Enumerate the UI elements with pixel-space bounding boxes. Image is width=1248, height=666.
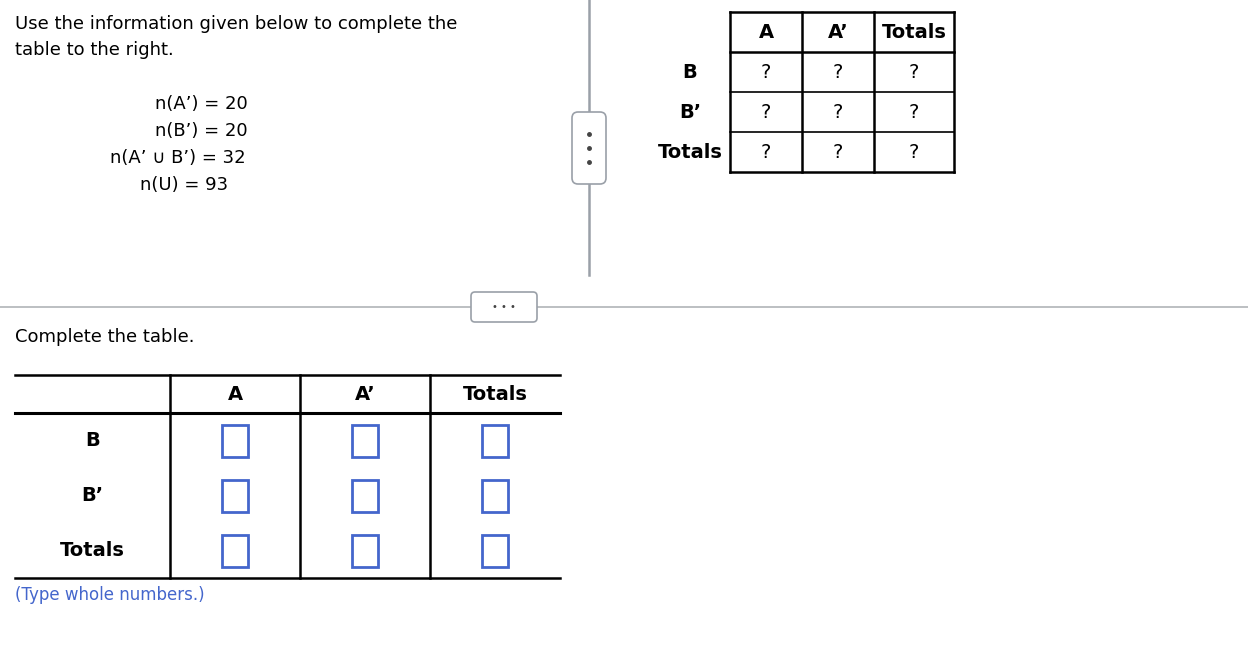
Text: n(U) = 93: n(U) = 93 xyxy=(140,176,228,194)
Bar xyxy=(222,424,248,456)
Text: Complete the table.: Complete the table. xyxy=(15,328,195,346)
Text: Totals: Totals xyxy=(60,541,125,560)
Text: A: A xyxy=(759,23,774,41)
Text: n(A’) = 20: n(A’) = 20 xyxy=(155,95,248,113)
Text: Totals: Totals xyxy=(463,384,528,404)
Text: (Type whole numbers.): (Type whole numbers.) xyxy=(15,586,205,604)
Bar xyxy=(352,480,378,511)
Bar xyxy=(482,535,508,567)
Text: ?: ? xyxy=(832,103,844,121)
Text: ?: ? xyxy=(761,143,771,161)
Text: ?: ? xyxy=(832,143,844,161)
Text: B’: B’ xyxy=(81,486,104,505)
Text: Totals: Totals xyxy=(881,23,946,41)
Text: B’: B’ xyxy=(679,103,701,121)
Text: A’: A’ xyxy=(354,384,376,404)
Bar xyxy=(222,480,248,511)
Bar xyxy=(482,424,508,456)
Bar xyxy=(482,480,508,511)
Text: ?: ? xyxy=(832,63,844,81)
Text: n(B’) = 20: n(B’) = 20 xyxy=(155,122,247,140)
Text: ?: ? xyxy=(909,63,920,81)
FancyBboxPatch shape xyxy=(572,112,607,184)
Text: Totals: Totals xyxy=(658,143,723,161)
Text: ?: ? xyxy=(909,103,920,121)
Bar xyxy=(352,424,378,456)
Text: B: B xyxy=(85,431,100,450)
Text: A’: A’ xyxy=(827,23,849,41)
FancyBboxPatch shape xyxy=(470,292,537,322)
Text: B: B xyxy=(683,63,698,81)
Text: • • •: • • • xyxy=(492,302,515,312)
Text: ?: ? xyxy=(761,103,771,121)
Text: A: A xyxy=(227,384,242,404)
Text: n(A’ ∪ B’) = 32: n(A’ ∪ B’) = 32 xyxy=(110,149,246,167)
Text: Use the information given below to complete the
table to the right.: Use the information given below to compl… xyxy=(15,15,457,59)
Bar xyxy=(352,535,378,567)
Text: ?: ? xyxy=(909,143,920,161)
Bar xyxy=(222,535,248,567)
Text: ?: ? xyxy=(761,63,771,81)
